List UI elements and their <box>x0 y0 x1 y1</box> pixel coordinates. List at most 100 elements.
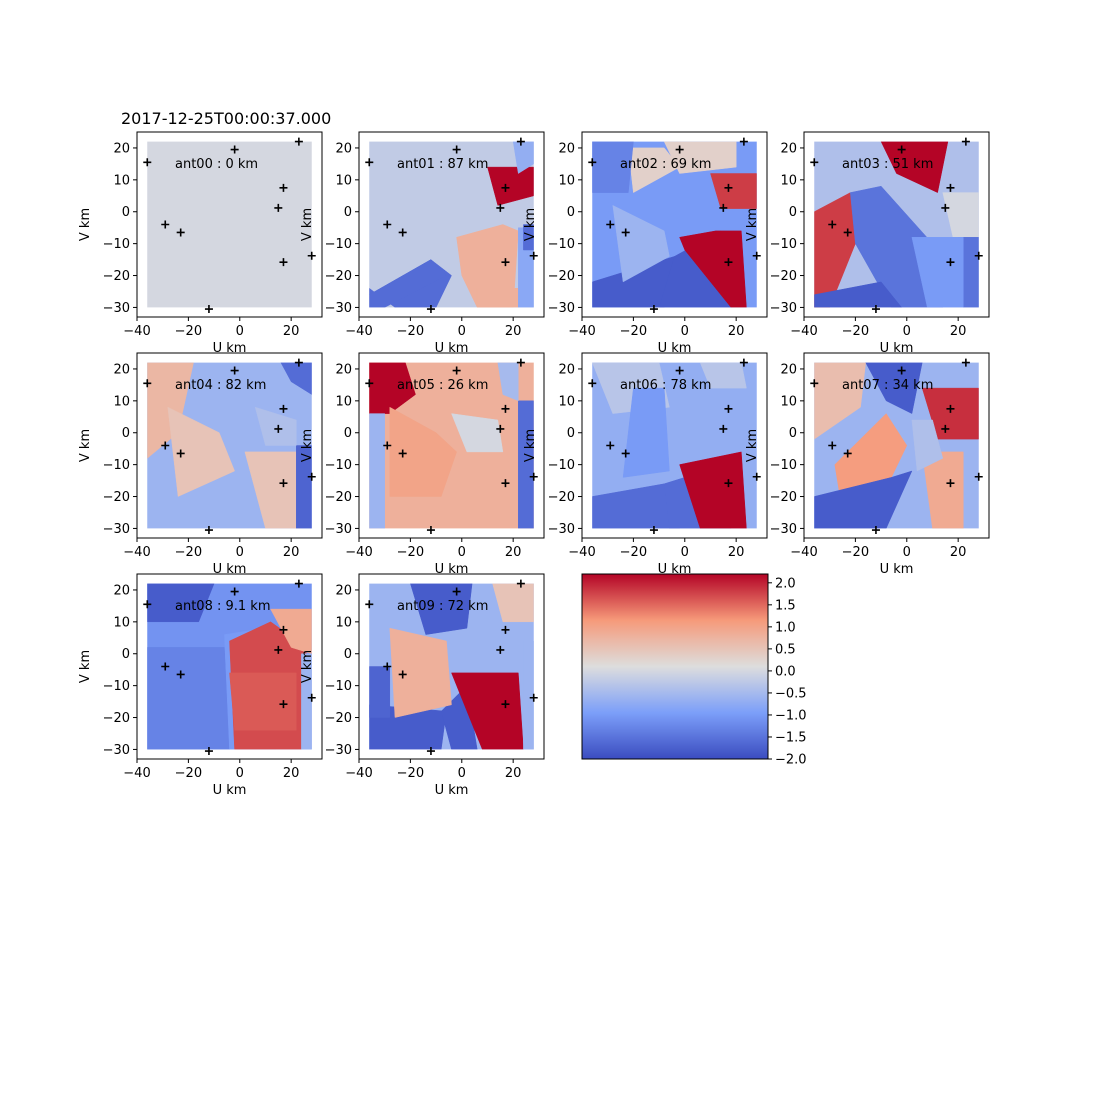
heatmap-region <box>679 230 747 308</box>
y-tick-label: −30 <box>548 301 575 316</box>
y-tick-label: −10 <box>325 458 352 473</box>
antenna-marker <box>675 145 684 154</box>
antenna-marker <box>452 587 461 596</box>
heatmap <box>147 583 312 750</box>
heatmap-region <box>612 204 670 283</box>
panel-label: ant04 : 82 km <box>175 378 266 393</box>
x-tick-label: 0 <box>458 766 466 781</box>
x-tick-label: 20 <box>505 545 522 560</box>
heatmap-region <box>147 141 312 308</box>
antenna-marker <box>279 479 288 488</box>
y-tick-label: 10 <box>558 173 575 188</box>
heatmap <box>147 141 312 308</box>
antenna-marker <box>365 158 374 167</box>
axes-frame <box>136 573 323 760</box>
antenna-marker <box>621 449 630 458</box>
heatmap <box>592 141 757 308</box>
y-tick-label: −20 <box>770 269 797 284</box>
colorbar-tick-label: 2.0 <box>775 576 796 591</box>
x-tick-label: 20 <box>283 545 300 560</box>
x-axis-label: U km <box>213 562 247 577</box>
antenna-marker <box>739 358 748 367</box>
x-tick-label: 0 <box>236 766 244 781</box>
antenna-marker <box>501 258 510 267</box>
antenna-marker <box>961 137 970 146</box>
heatmap-region <box>679 451 747 529</box>
y-tick-label: −20 <box>548 490 575 505</box>
antenna-marker <box>516 137 525 146</box>
antenna-marker <box>307 693 316 702</box>
y-tick-label: 0 <box>122 647 130 662</box>
antenna-marker <box>176 449 185 458</box>
y-tick-label: −30 <box>325 301 352 316</box>
panel-label: ant05 : 26 km <box>397 378 488 393</box>
antenna-marker <box>176 228 185 237</box>
panel-label: ant07 : 34 km <box>842 378 933 393</box>
antenna-marker <box>974 472 983 481</box>
y-tick-label: 20 <box>780 362 797 377</box>
y-tick-label: 0 <box>122 426 130 441</box>
antenna-marker <box>974 251 983 260</box>
antenna-marker <box>161 220 170 229</box>
subplot-1: ant01 : 87 km −40 −20 0 20 −30 −20 −10 0 10 20 U km… <box>300 131 545 356</box>
x-tick-label: −20 <box>620 545 647 560</box>
antenna-marker <box>294 137 303 146</box>
y-tick-label: 0 <box>344 426 352 441</box>
antenna-marker <box>230 145 239 154</box>
x-axis-label: U km <box>213 783 247 798</box>
heatmap-region <box>296 445 312 529</box>
antenna-marker <box>941 424 950 433</box>
y-tick-label: −20 <box>770 490 797 505</box>
y-tick-label: 10 <box>335 615 352 630</box>
antenna-marker <box>204 526 213 535</box>
y-tick-label: −30 <box>548 522 575 537</box>
colorbar-tick-label: 0.5 <box>775 642 796 657</box>
antenna-marker <box>897 366 906 375</box>
antenna-marker <box>230 366 239 375</box>
x-tick-label: −20 <box>175 766 202 781</box>
y-tick-label: 20 <box>113 583 130 598</box>
colorbar-tick-label: −0.5 <box>775 686 807 701</box>
antenna-marker <box>496 645 505 654</box>
antenna-marker <box>529 472 538 481</box>
y-tick-label: −30 <box>325 743 352 758</box>
colorbar-tick-label: 0.0 <box>775 664 796 679</box>
y-tick-label: 10 <box>113 615 130 630</box>
antenna-marker <box>843 449 852 458</box>
antenna-marker <box>810 379 819 388</box>
antenna-marker <box>739 137 748 146</box>
heatmap-region <box>369 666 391 718</box>
antenna-marker <box>752 472 761 481</box>
antenna-marker <box>810 158 819 167</box>
x-tick-label: 0 <box>681 545 689 560</box>
x-axis-label: U km <box>880 562 914 577</box>
antenna-marker <box>161 662 170 671</box>
x-axis-label: U km <box>435 783 469 798</box>
colorbar: −2.0 −1.5 −1.0 −0.5 0.0 0.5 1.0 1.5 2.0 <box>581 573 807 768</box>
heatmap <box>147 362 312 529</box>
x-axis-label: U km <box>435 341 469 356</box>
antenna-marker <box>501 625 510 634</box>
heatmap-region <box>921 451 964 529</box>
y-axis-label: V km <box>78 429 93 462</box>
antenna-marker <box>871 305 880 314</box>
heatmap-region <box>147 647 230 750</box>
x-tick-label: 0 <box>236 324 244 339</box>
antenna-marker <box>274 424 283 433</box>
antenna-marker <box>724 258 733 267</box>
y-tick-label: 20 <box>780 141 797 156</box>
subplot-9: ant09 : 72 km −40 −20 0 20 −30 −20 −10 0 10 20 U km… <box>300 573 545 798</box>
y-tick-label: 10 <box>113 173 130 188</box>
antenna-marker <box>946 479 955 488</box>
x-tick-label: −40 <box>123 766 150 781</box>
heatmap-region <box>592 141 634 193</box>
heatmap-region <box>512 141 534 174</box>
antenna-marker <box>230 587 239 596</box>
heatmap-region <box>497 362 519 402</box>
y-axis-label: V km <box>300 208 315 241</box>
antenna-marker <box>724 479 733 488</box>
antenna-marker <box>496 424 505 433</box>
y-tick-label: −10 <box>770 237 797 252</box>
antenna-marker <box>383 441 392 450</box>
y-tick-label: −10 <box>548 458 575 473</box>
